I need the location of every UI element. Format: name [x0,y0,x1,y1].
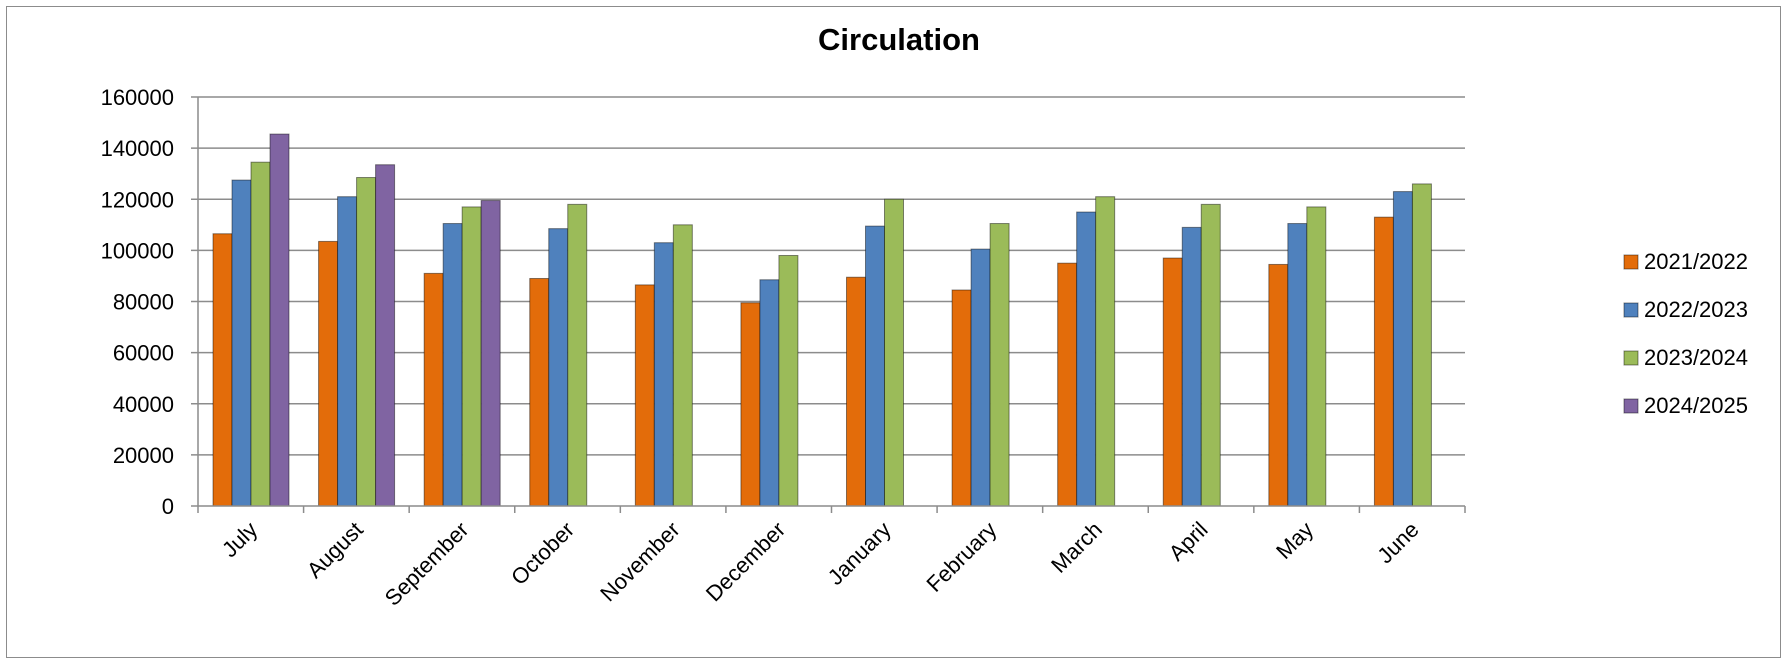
y-tick-label: 140000 [101,136,174,161]
x-tick-label: March [1046,517,1107,578]
bars [212,133,1432,507]
bar-may-2021-2022 [1268,263,1289,507]
bar-november-2022-2023 [653,242,674,507]
y-tick-label: 60000 [113,341,174,366]
x-tick-label: September [380,517,474,611]
x-tick-label: January [823,517,896,590]
x-tick-label: August [302,517,368,583]
bar-december-2022-2023 [759,279,780,507]
bar-march-2022-2023 [1076,211,1097,507]
bar-may-2022-2023 [1287,223,1308,507]
bar-april-2023-2024 [1200,203,1221,507]
bar-february-2022-2023 [970,248,991,507]
bar-august-2022-2023 [337,196,358,507]
legend-swatch [1623,302,1639,318]
bar-july-2023-2024 [250,161,271,507]
y-tick-label: 40000 [113,392,174,417]
legend-label: 2024/2025 [1644,393,1748,418]
bar-february-2021-2022 [951,289,972,507]
bar-december-2021-2022 [740,302,761,507]
bar-july-2024-2025 [269,133,290,507]
legend-label: 2023/2024 [1644,345,1748,370]
bar-january-2022-2023 [865,225,885,507]
bar-october-2023-2024 [567,203,588,507]
bar-may-2023-2024 [1306,206,1327,507]
x-tick-label: April [1164,517,1213,566]
x-tick-label: December [701,517,790,606]
bar-november-2023-2024 [672,224,693,507]
y-tick-label: 120000 [101,187,174,212]
bar-june-2023-2024 [1411,183,1432,507]
legend-swatch [1623,350,1639,366]
y-tick-label: 160000 [101,85,174,110]
y-tick-label: 0 [162,494,174,519]
bar-september-2024-2025 [480,200,501,507]
y-axis-ticks: 0 20000 40000 60000 80000 100000 120000 140000 1… [101,85,198,519]
gridlines [198,96,1465,456]
legend: 2021/2022 2022/2023 2023/2024 2024/2025 [1623,249,1748,418]
bar-november-2021-2022 [634,284,655,507]
bar-july-2021-2022 [212,233,233,507]
bar-october-2021-2022 [529,277,550,507]
y-tick-label: 80000 [113,290,174,315]
legend-swatch [1623,398,1639,414]
bar-june-2021-2022 [1373,216,1394,507]
bar-august-2021-2022 [318,240,339,507]
x-tick-label: October [506,517,579,590]
bar-august-2023-2024 [356,177,377,507]
legend-label: 2022/2023 [1644,297,1748,322]
bar-january-2021-2022 [846,276,866,507]
bar-august-2024-2025 [375,164,396,507]
x-tick-label: June [1372,517,1423,568]
x-tick-label: November [595,517,684,606]
x-tick-label: July [217,517,262,562]
bar-april-2022-2023 [1181,226,1202,507]
x-tick-label: May [1271,517,1318,564]
bar-september-2021-2022 [423,272,444,507]
bar-january-2023-2024 [884,198,904,507]
chart-title: Circulation [818,22,980,57]
bar-october-2022-2023 [548,228,569,507]
bar-march-2021-2022 [1057,262,1078,507]
x-axis-ticks: July August September October November Decemb… [197,506,1466,611]
legend-swatch [1623,254,1639,270]
bar-july-2022-2023 [231,179,252,507]
x-tick-label: February [921,517,1001,597]
bar-april-2021-2022 [1162,257,1183,507]
bar-march-2023-2024 [1095,196,1116,507]
legend-label: 2021/2022 [1644,249,1748,274]
bar-september-2023-2024 [461,206,482,507]
y-tick-label: 100000 [101,238,174,263]
bar-june-2022-2023 [1392,191,1413,507]
y-tick-label: 20000 [113,443,174,468]
bar-december-2023-2024 [778,254,799,507]
bar-february-2023-2024 [989,223,1010,507]
bar-september-2022-2023 [442,223,463,507]
